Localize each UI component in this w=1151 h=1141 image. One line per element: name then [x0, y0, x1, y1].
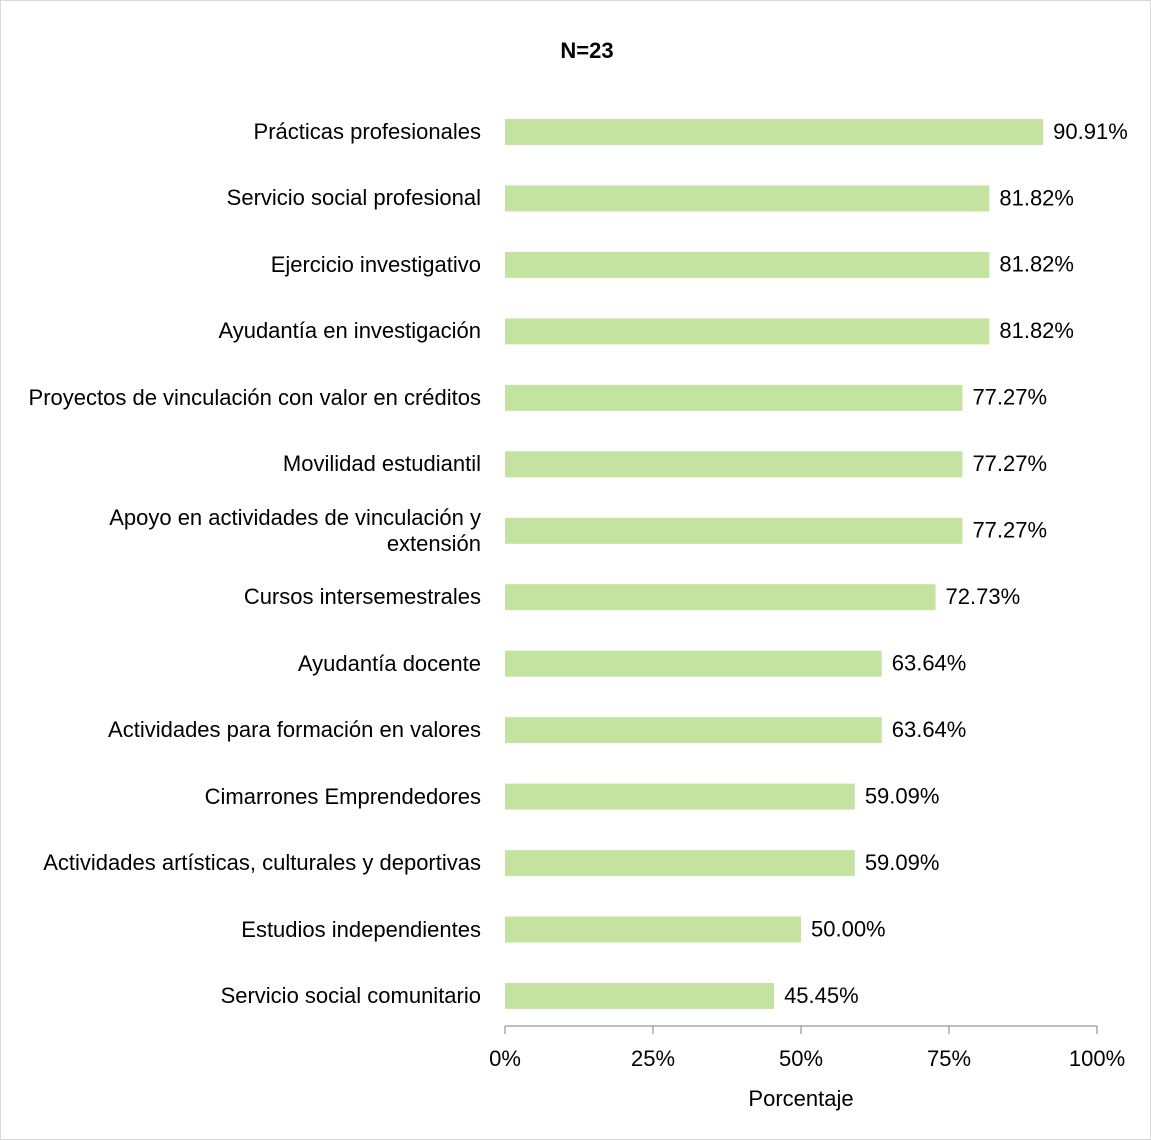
- bar: [505, 650, 882, 677]
- category-label: Estudios independientes: [241, 916, 481, 942]
- x-tick-label: 100%: [1069, 1046, 1125, 1071]
- bar: [505, 783, 855, 810]
- value-label: 63.64%: [892, 717, 967, 742]
- value-label: 50.00%: [811, 916, 886, 941]
- value-label: 63.64%: [892, 650, 967, 675]
- bar: [505, 318, 990, 345]
- category-label: Proyectos de vinculación con valor en cr…: [28, 384, 481, 410]
- x-tick-label: 0%: [489, 1046, 521, 1071]
- bar: [505, 717, 882, 744]
- category-label: Ayudantía docente: [297, 650, 481, 676]
- value-label: 81.82%: [999, 318, 1074, 343]
- bar: [505, 584, 936, 611]
- x-tick-label: 75%: [927, 1046, 971, 1071]
- category-label: Actividades para formación en valores: [108, 717, 481, 743]
- category-label: Cursos intersemestrales: [243, 584, 481, 610]
- bar: [505, 384, 963, 411]
- value-label: 59.09%: [865, 850, 940, 875]
- category-label: Prácticas profesionales: [253, 119, 481, 144]
- value-label: 59.09%: [865, 783, 940, 808]
- value-label: 72.73%: [946, 584, 1021, 609]
- value-label: 81.82%: [999, 185, 1074, 210]
- bar: [505, 185, 990, 212]
- category-label: Ayudantía en investigación: [218, 318, 481, 344]
- value-label: 81.82%: [999, 252, 1074, 277]
- chart-title: N=23: [560, 38, 613, 63]
- bar: [505, 119, 1044, 145]
- bar: [505, 451, 963, 478]
- bar: [505, 517, 963, 544]
- value-label: 77.27%: [972, 385, 1047, 410]
- bar: [505, 982, 775, 1009]
- x-tick-label: 50%: [779, 1046, 823, 1071]
- bar: [505, 850, 855, 877]
- category-label: Movilidad estudiantil: [282, 451, 481, 477]
- category-label: Actividades artísticas, culturales y dep…: [43, 850, 481, 876]
- category-label: Servicio social comunitario: [220, 982, 481, 1008]
- value-label: 45.45%: [784, 983, 859, 1008]
- category-label: Cimarrones Emprendedores: [204, 783, 481, 809]
- value-label: 90.91%: [1053, 119, 1128, 144]
- category-label: Apoyo en actividades de vinculación y ex…: [109, 504, 481, 556]
- bar: [505, 251, 990, 278]
- value-label: 77.27%: [972, 518, 1047, 543]
- bar: [505, 916, 801, 943]
- x-tick-label: 25%: [631, 1046, 675, 1071]
- x-axis-label: Porcentaje: [748, 1086, 853, 1111]
- category-label: Ejercicio investigativo: [270, 251, 481, 277]
- category-label: Servicio social profesional: [226, 185, 481, 211]
- value-label: 77.27%: [972, 451, 1047, 476]
